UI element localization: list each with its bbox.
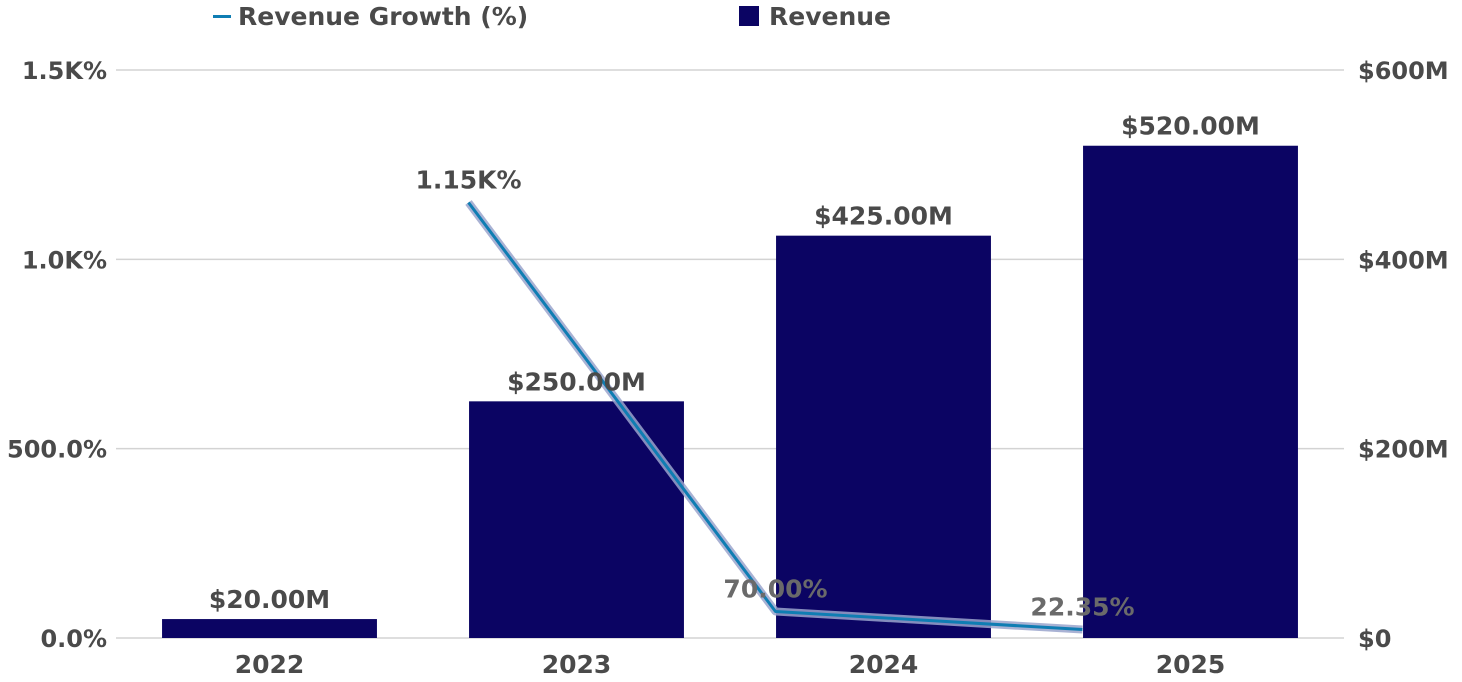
bar-value-label: $250.00M bbox=[507, 367, 646, 396]
bars bbox=[162, 145, 1298, 638]
bar bbox=[776, 235, 991, 638]
growth-value-label: 70.00% bbox=[723, 574, 827, 603]
growth-line bbox=[465, 200, 1083, 634]
growth-value-label: 22.35% bbox=[1030, 593, 1134, 622]
growth-line-path bbox=[467, 201, 1083, 632]
bar-value-label: $520.00M bbox=[1121, 112, 1260, 141]
legend-revenue-swatch bbox=[739, 6, 759, 26]
data-labels: $20.00M $250.00M $425.00M $520.00M 1.15K% 70.… bbox=[209, 112, 1260, 622]
bar-value-label: $20.00M bbox=[209, 585, 330, 614]
bar bbox=[469, 401, 684, 638]
legend-growth: Revenue Growth (%) bbox=[213, 0, 528, 32]
x-axis-tick-label: 2023 bbox=[542, 650, 612, 679]
left-axis-tick-label: 500.0% bbox=[7, 436, 107, 464]
legend-revenue: Revenue bbox=[739, 0, 891, 32]
left-axis-tick-label: 1.5K% bbox=[22, 57, 107, 85]
right-axis-tick-label: $400M bbox=[1358, 246, 1449, 274]
x-axis-tick-label: 2024 bbox=[849, 650, 919, 679]
x-axis-tick-label: 2025 bbox=[1156, 650, 1226, 679]
bar bbox=[162, 619, 377, 638]
right-axis-tick-label: $0 bbox=[1358, 625, 1391, 653]
legend-growth-label: Revenue Growth (%) bbox=[238, 1, 529, 31]
legend-growth-swatch bbox=[213, 14, 231, 18]
bar-value-label: $425.00M bbox=[814, 202, 953, 231]
left-axis-tick-label: 0.0% bbox=[40, 625, 107, 653]
bar bbox=[1083, 145, 1298, 638]
growth-value-label: 1.15K% bbox=[415, 166, 521, 195]
right-axis-tick-label: $200M bbox=[1358, 436, 1449, 464]
axes: 0.0% 500.0% 1.0K% 1.5K% $0 $200M $400M $600M 202… bbox=[7, 57, 1449, 679]
legend-revenue-label: Revenue bbox=[769, 1, 892, 31]
left-axis-tick-label: 1.0K% bbox=[22, 246, 107, 274]
x-axis-tick-label: 2022 bbox=[235, 650, 305, 679]
right-axis-tick-label: $600M bbox=[1358, 57, 1449, 85]
